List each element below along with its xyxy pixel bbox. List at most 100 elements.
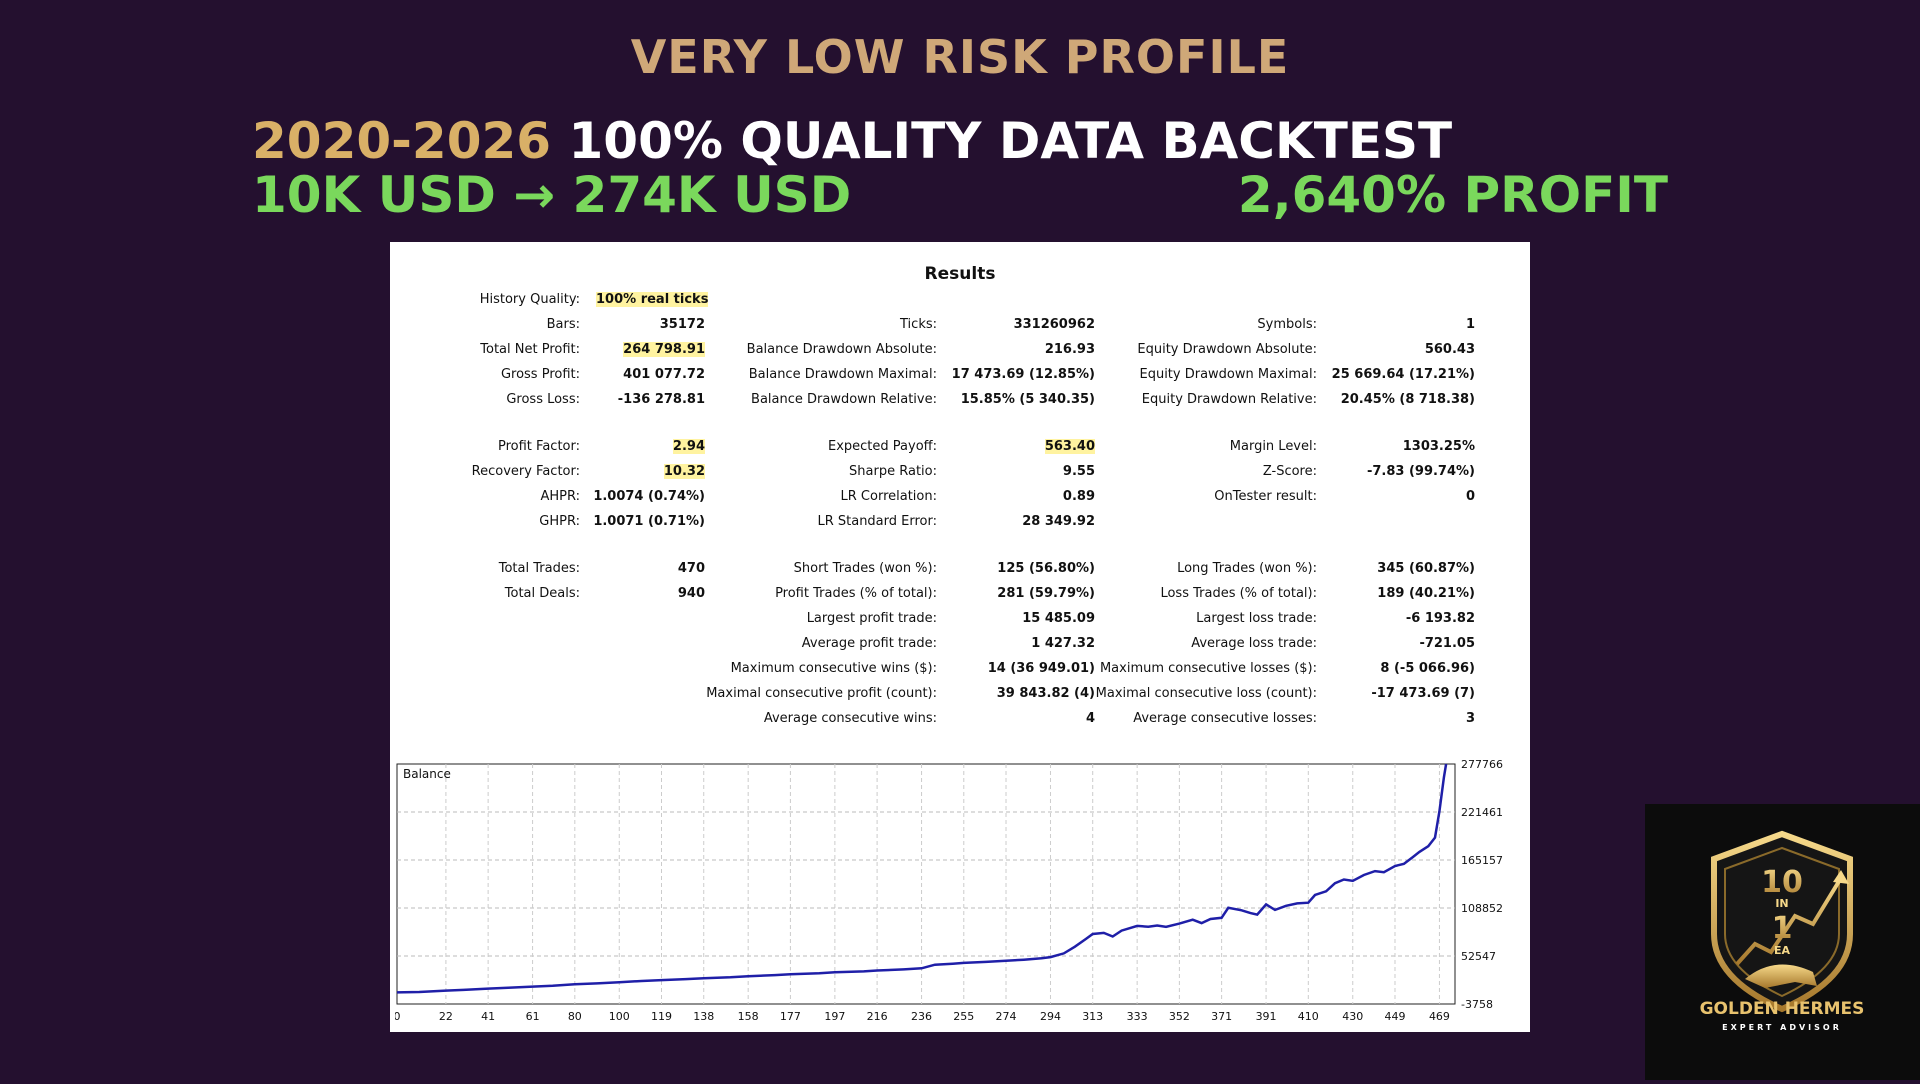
page-title: VERY LOW RISK PROFILE bbox=[630, 30, 1290, 84]
x-tick-label: 352 bbox=[1169, 1010, 1190, 1023]
stat-value: 264 798.91 bbox=[623, 342, 705, 357]
stat-label: Total Trades: bbox=[498, 561, 580, 576]
stat-label: Maximum consecutive wins ($): bbox=[730, 661, 937, 676]
logo-badge-in: IN bbox=[1775, 897, 1788, 910]
x-tick-label: 0 bbox=[395, 1010, 401, 1023]
x-tick-label: 371 bbox=[1211, 1010, 1232, 1023]
stat-value: 8 (-5 066.96) bbox=[1380, 661, 1475, 676]
x-tick-label: 177 bbox=[780, 1010, 801, 1023]
stat-label: Maximal consecutive loss (count): bbox=[1095, 686, 1317, 701]
stat-label: Sharpe Ratio: bbox=[849, 464, 937, 479]
stat-label: Maximum consecutive losses ($): bbox=[1099, 661, 1317, 676]
x-tick-label: 61 bbox=[526, 1010, 540, 1023]
stat-label: Gross Loss: bbox=[506, 392, 580, 407]
y-tick-label: -3758 bbox=[1461, 998, 1493, 1011]
x-tick-label: 313 bbox=[1082, 1010, 1103, 1023]
stat-value: 3 bbox=[1465, 711, 1475, 726]
stat-label: Margin Level: bbox=[1229, 439, 1317, 454]
stat-label: Equity Drawdown Relative: bbox=[1141, 392, 1317, 407]
stat-value: 1 427.32 bbox=[1031, 636, 1095, 651]
x-tick-label: 255 bbox=[953, 1010, 974, 1023]
stat-value: 10.32 bbox=[663, 464, 705, 479]
balance-chart: -3758 52547 108852 165157 221461 277766 0 22 41 6… bbox=[395, 760, 1503, 1023]
results-panel: Results History Quality: 100% real ticks… bbox=[390, 242, 1530, 1032]
chart-label: Balance bbox=[403, 767, 451, 781]
stat-label: Total Deals: bbox=[504, 586, 580, 601]
shield-logo-icon: 10 IN 1 EA GOLDEN HERMES EXPERT ADVISOR bbox=[1700, 830, 1864, 1032]
x-tick-label: 294 bbox=[1040, 1010, 1061, 1023]
logo-tagline: EXPERT ADVISOR bbox=[1722, 1023, 1842, 1032]
growth-summary: 10K USD → 274K USD bbox=[252, 166, 852, 224]
stat-label: LR Standard Error: bbox=[817, 514, 937, 529]
stat-label: LR Correlation: bbox=[840, 489, 937, 504]
stat-label: Equity Drawdown Maximal: bbox=[1139, 367, 1317, 382]
stat-value: -6 193.82 bbox=[1405, 611, 1475, 626]
y-tick-label: 221461 bbox=[1461, 806, 1503, 819]
stat-value: 125 (56.80%) bbox=[997, 561, 1095, 576]
x-tick-label: 158 bbox=[738, 1010, 759, 1023]
stat-value: 331260962 bbox=[1013, 317, 1095, 332]
stat-value: 4 bbox=[1085, 711, 1095, 726]
stat-label: Equity Drawdown Absolute: bbox=[1137, 342, 1317, 357]
logo-badge-top: 10 bbox=[1761, 865, 1803, 900]
stat-label: Largest profit trade: bbox=[806, 611, 937, 626]
stat-value: 25 669.64 (17.21%) bbox=[1331, 367, 1475, 382]
stat-label: Balance Drawdown Maximal: bbox=[748, 367, 937, 382]
stat-value: 940 bbox=[677, 586, 705, 601]
x-tick-label: 100 bbox=[609, 1010, 630, 1023]
profit-summary: 2,640% PROFIT bbox=[1237, 166, 1668, 224]
stat-value: 401 077.72 bbox=[623, 367, 705, 382]
x-tick-label: 216 bbox=[867, 1010, 888, 1023]
logo: 10 IN 1 EA GOLDEN HERMES EXPERT ADVISOR bbox=[1645, 804, 1920, 1080]
x-tick-label: 138 bbox=[693, 1010, 714, 1023]
x-tick-label: 22 bbox=[439, 1010, 453, 1023]
stat-value: 1.0074 (0.74%) bbox=[593, 489, 705, 504]
history-quality-value: 100% real ticks bbox=[596, 292, 709, 307]
x-tick-label: 391 bbox=[1256, 1010, 1277, 1023]
results-title: Results bbox=[924, 264, 996, 284]
stat-value: -136 278.81 bbox=[617, 392, 705, 407]
stat-label: Long Trades (won %): bbox=[1177, 561, 1317, 576]
y-tick-label: 108852 bbox=[1461, 902, 1503, 915]
stat-label: Average profit trade: bbox=[801, 636, 937, 651]
stat-label: Expected Payoff: bbox=[828, 439, 937, 454]
stat-label: Average consecutive losses: bbox=[1133, 711, 1317, 726]
stat-value: 15 485.09 bbox=[1022, 611, 1095, 626]
backtest-years: 2020-2026 bbox=[252, 112, 552, 170]
stat-value: -7.83 (99.74%) bbox=[1366, 464, 1475, 479]
stat-value: 345 (60.87%) bbox=[1377, 561, 1475, 576]
stat-value: 15.85% (5 340.35) bbox=[960, 392, 1095, 407]
y-tick-label: 165157 bbox=[1461, 854, 1503, 867]
x-tick-label: 333 bbox=[1127, 1010, 1148, 1023]
stat-label: Recovery Factor: bbox=[471, 464, 580, 479]
stat-label: Short Trades (won %): bbox=[793, 561, 937, 576]
stat-value: 0.89 bbox=[1062, 489, 1095, 504]
stat-label: Largest loss trade: bbox=[1196, 611, 1317, 626]
stat-value: 1303.25% bbox=[1402, 439, 1475, 454]
stat-label: Loss Trades (% of total): bbox=[1160, 586, 1317, 601]
stat-label: Profit Factor: bbox=[498, 439, 580, 454]
y-tick-label: 52547 bbox=[1461, 950, 1496, 963]
stat-value: -17 473.69 (7) bbox=[1371, 686, 1475, 701]
x-tick-label: 119 bbox=[651, 1010, 672, 1023]
stat-value: 470 bbox=[677, 561, 705, 576]
stat-value: 35172 bbox=[659, 317, 705, 332]
x-tick-label: 236 bbox=[911, 1010, 932, 1023]
x-tick-label: 41 bbox=[481, 1010, 495, 1023]
stat-label: Balance Drawdown Absolute: bbox=[746, 342, 937, 357]
stat-label: Ticks: bbox=[900, 317, 937, 332]
stat-label: OnTester result: bbox=[1214, 489, 1317, 504]
stat-label: AHPR: bbox=[540, 489, 580, 504]
plot-area bbox=[396, 763, 1456, 1005]
backtest-quality: 100% QUALITY DATA BACKTEST bbox=[568, 112, 1453, 170]
stat-value: 14 (36 949.01) bbox=[987, 661, 1095, 676]
stat-label: GHPR: bbox=[539, 514, 580, 529]
logo-badge-ea: EA bbox=[1774, 944, 1791, 957]
stat-value: 189 (40.21%) bbox=[1377, 586, 1475, 601]
x-tick-label: 449 bbox=[1384, 1010, 1405, 1023]
y-tick-label: 277766 bbox=[1461, 760, 1503, 771]
x-tick-label: 274 bbox=[996, 1010, 1017, 1023]
stat-value: 17 473.69 (12.85%) bbox=[951, 367, 1095, 382]
stat-value: 1 bbox=[1465, 317, 1475, 332]
stat-value: -721.05 bbox=[1419, 636, 1475, 651]
